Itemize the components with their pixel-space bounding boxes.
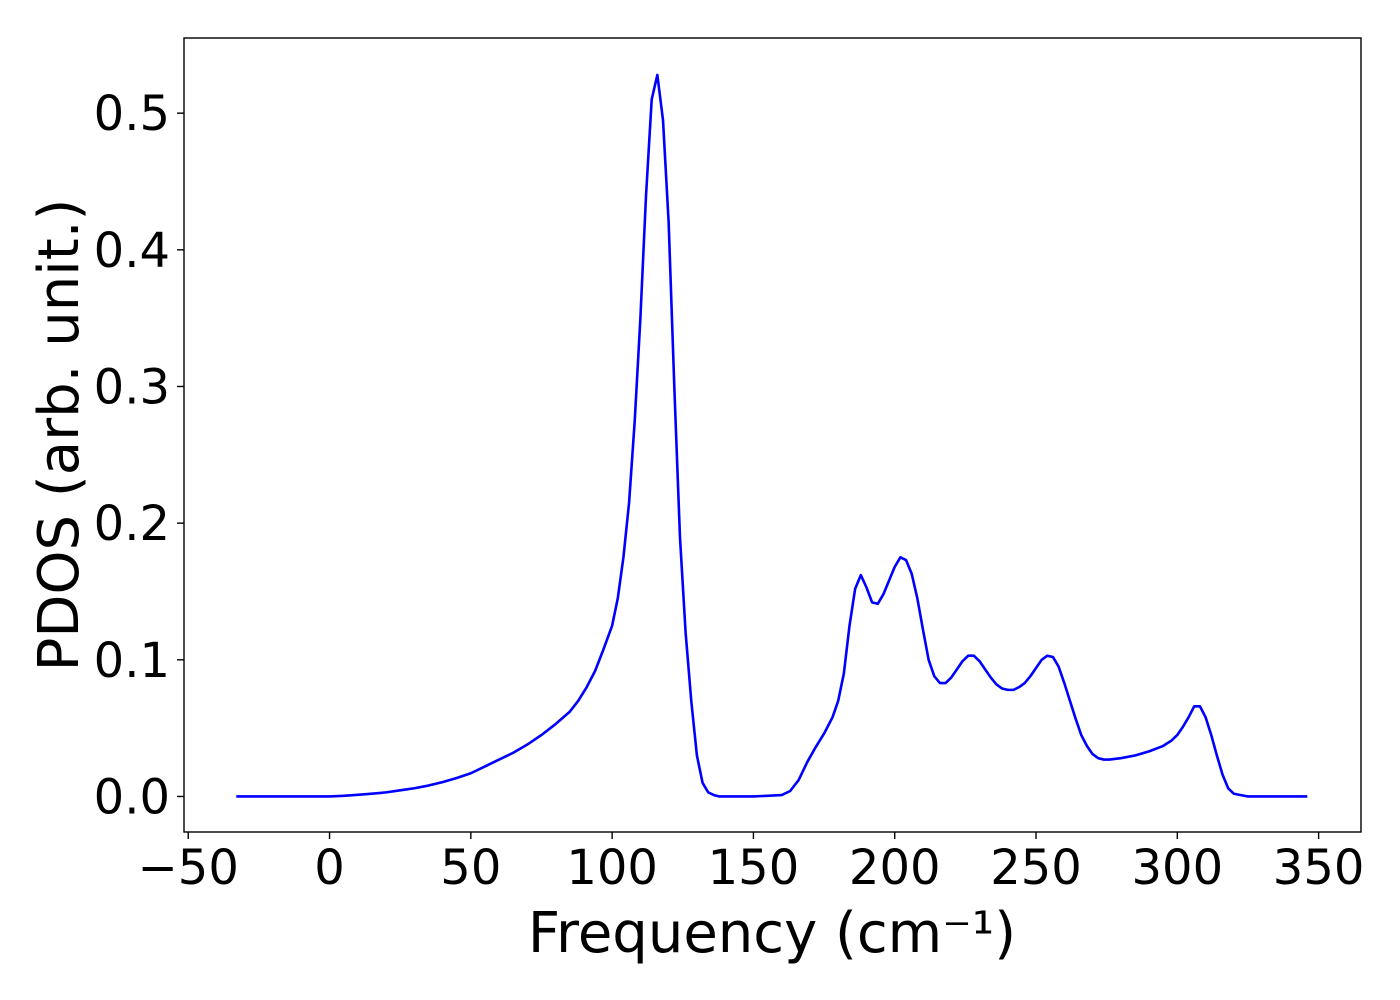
y-tick-label: 0.4 <box>94 223 170 279</box>
y-axis-ticks: 0.0 0.1 0.2 0.3 0.4 0.5 <box>94 86 184 825</box>
y-tick-label: 0.0 <box>94 769 170 825</box>
x-tick-label: 100 <box>566 840 658 896</box>
pdos-line <box>236 73 1308 798</box>
x-tick-label: 50 <box>440 840 501 896</box>
x-tick-label: 0 <box>314 840 345 896</box>
x-tick-label: 300 <box>1132 840 1224 896</box>
axes-frame <box>183 37 1362 833</box>
y-tick-label: 0.2 <box>94 496 170 552</box>
y-tick-label: 0.3 <box>94 359 170 415</box>
y-tick-label: 0.5 <box>94 86 170 142</box>
x-tick-label: −50 <box>138 840 239 896</box>
x-tick-label: 250 <box>990 840 1082 896</box>
x-tick-label: 150 <box>708 840 800 896</box>
x-tick-label: 350 <box>1273 840 1365 896</box>
y-axis-label: PDOS (arb. unit.) <box>27 199 92 672</box>
x-axis-ticks: −50 0 50 100 150 200 250 300 350 <box>138 832 1365 896</box>
x-tick-label: 200 <box>849 840 941 896</box>
plot-area <box>236 73 1308 798</box>
x-axis-label: Frequency (cm⁻¹) <box>528 901 1016 966</box>
y-tick-label: 0.1 <box>94 633 170 689</box>
